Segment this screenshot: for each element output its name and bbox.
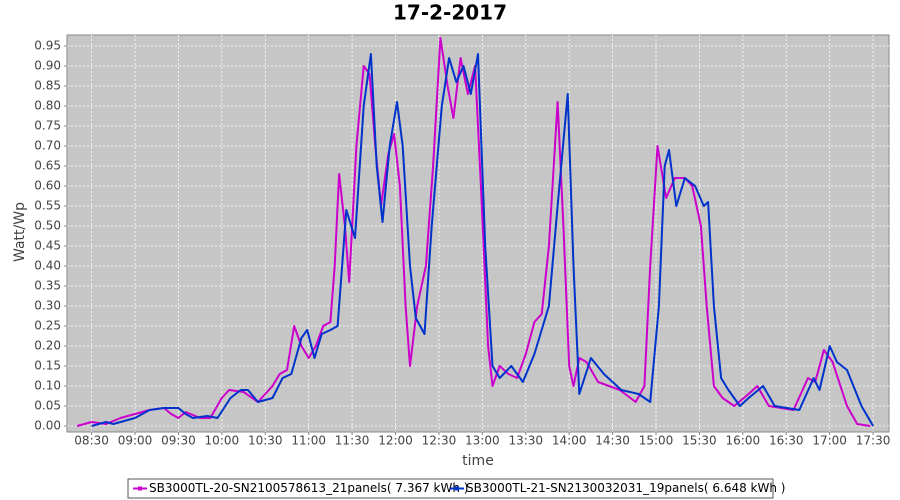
x-tick-label: 10:30 <box>248 434 283 448</box>
x-tick-label: 17:00 <box>812 434 847 448</box>
legend-marker <box>138 486 142 491</box>
x-tick-label: 16:30 <box>769 434 804 448</box>
y-tick-label: 0.85 <box>34 79 61 93</box>
y-tick-label: 0.15 <box>34 359 61 373</box>
x-tick-label: 11:00 <box>291 434 326 448</box>
y-tick-label: 0.75 <box>34 119 61 133</box>
y-tick-label: 0.25 <box>34 319 61 333</box>
y-tick-label: 0.35 <box>34 279 61 293</box>
x-tick-label: 09:00 <box>118 434 153 448</box>
series-line <box>91 53 874 427</box>
x-tick-label: 16:00 <box>726 434 761 448</box>
y-tick-label: 0.65 <box>34 159 61 173</box>
y-tick-label: 0.70 <box>34 139 61 153</box>
x-tick-label: 12:30 <box>422 434 457 448</box>
x-tick-label: 17:30 <box>856 434 891 448</box>
x-axis-label: time <box>462 453 494 469</box>
y-tick-label: 0.55 <box>34 199 61 213</box>
y-tick-label: 0.20 <box>34 339 61 353</box>
y-tick-label: 0.80 <box>34 99 61 113</box>
y-tick-label: 0.45 <box>34 239 61 253</box>
y-tick-label: 0.50 <box>34 219 61 233</box>
y-tick-label: 0.40 <box>34 259 61 273</box>
plot-area <box>66 34 890 433</box>
legend-label: SB3000TL-21-SN2130032031_19panels( 6.648… <box>466 481 785 495</box>
x-tick-label: 08:30 <box>74 434 109 448</box>
y-tick-label: 0.60 <box>34 179 61 193</box>
x-tick-label: 15:00 <box>639 434 674 448</box>
legend-label: SB3000TL-20-SN2100578613_21panels( 7.367… <box>149 481 468 495</box>
x-tick-label: 09:30 <box>161 434 196 448</box>
x-tick-label: 11:30 <box>335 434 370 448</box>
x-tick-label: 13:00 <box>465 434 500 448</box>
y-tick-label: 0.30 <box>34 299 61 313</box>
x-tick-label: 10:00 <box>205 434 240 448</box>
y-axis-label: Watt/Wp <box>12 202 28 262</box>
y-tick-label: 0.00 <box>34 419 61 433</box>
y-tick-label: 0.10 <box>34 379 61 393</box>
y-tick-label: 0.05 <box>34 399 61 413</box>
x-tick-label: 15:30 <box>682 434 717 448</box>
chart-title: 17-2-2017 <box>393 1 507 25</box>
x-tick-label: 12:00 <box>378 434 413 448</box>
x-tick-label: 14:30 <box>595 434 630 448</box>
legend-marker <box>455 486 459 491</box>
x-tick-label: 13:30 <box>508 434 543 448</box>
y-tick-label: 0.95 <box>34 39 61 53</box>
y-tick-label: 0.90 <box>34 59 61 73</box>
x-tick-label: 14:00 <box>552 434 587 448</box>
